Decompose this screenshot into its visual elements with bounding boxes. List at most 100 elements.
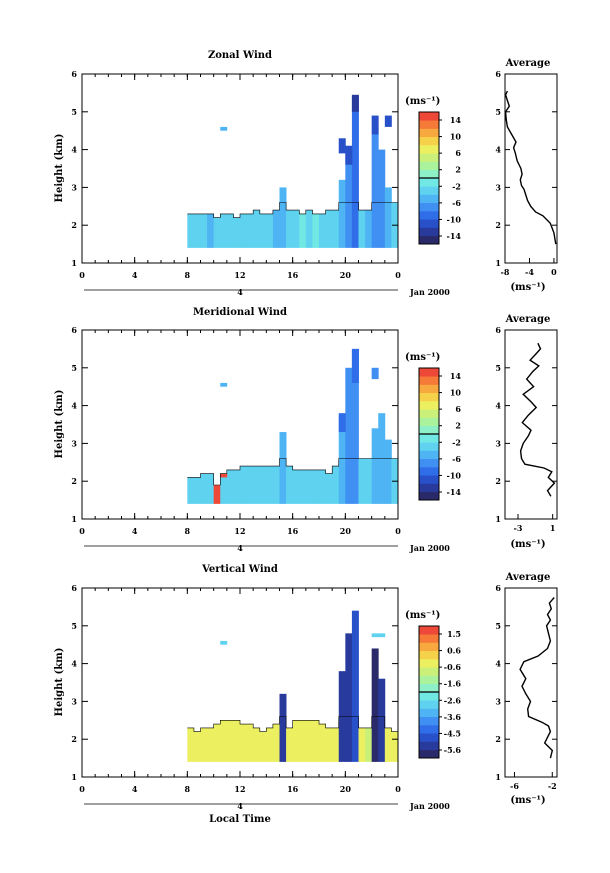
colorbar-swatch xyxy=(419,700,439,709)
y-tick-label: 6 xyxy=(71,583,77,593)
colorbar-swatch xyxy=(419,683,439,693)
heatmap-cell xyxy=(378,678,386,762)
colorbar-swatch xyxy=(419,145,439,154)
heatmap-cell xyxy=(365,727,373,762)
heatmap-cell xyxy=(378,149,386,248)
profile-xlabel: (ms⁻¹) xyxy=(510,282,545,293)
heatmap-cell xyxy=(358,727,366,762)
heatmap-cell xyxy=(338,179,346,248)
heatmap-cell xyxy=(266,466,274,504)
y-tick-label: 4 xyxy=(71,145,77,155)
profile-y-tick-label: 5 xyxy=(495,363,501,373)
date-label: Jan 2000 xyxy=(409,801,450,811)
heatmap-cell xyxy=(187,477,195,504)
colorbar-swatch xyxy=(419,708,439,718)
profile-y-tick-label: 6 xyxy=(495,583,501,593)
heatmap-cell xyxy=(240,466,247,504)
x-tick-label: 4 xyxy=(132,784,138,794)
profile-xlabel: (ms⁻¹) xyxy=(510,539,545,550)
x-tick-label: 20 xyxy=(340,784,352,794)
y-tick-label: 6 xyxy=(71,325,77,335)
heatmap-cell xyxy=(207,727,215,762)
x-tick-label: 16 xyxy=(287,270,299,280)
profile-y-tick-label: 2 xyxy=(495,220,501,230)
colorbar-tick-label: -10 xyxy=(447,470,462,480)
profile-y-tick-label: 1 xyxy=(495,514,501,524)
heatmap-cell xyxy=(259,213,267,248)
colorbar-swatch xyxy=(419,650,439,660)
colorbar-swatch xyxy=(419,136,439,146)
colorbar-swatch xyxy=(419,194,439,204)
colorbar-swatch xyxy=(419,741,439,751)
colorbar-swatch xyxy=(419,733,439,742)
heatmap-cell xyxy=(305,210,313,248)
colorbar-tick-label: 6 xyxy=(455,148,461,158)
contour-line xyxy=(187,202,398,218)
y-tick-label: 1 xyxy=(71,258,77,268)
colorbar-swatch xyxy=(419,642,439,652)
colorbar-swatch xyxy=(419,458,439,468)
colorbar-tick-label: 14 xyxy=(450,371,462,381)
heatmap-cells xyxy=(187,94,399,248)
average-profile: Average (ms⁻¹) 1 2 3 4 5 6 -8 -4 0 xyxy=(495,58,558,293)
colorbar-tick-label: -6 xyxy=(452,454,461,464)
x-tick-label: 12 xyxy=(234,526,245,536)
day-marker: 4 xyxy=(84,801,398,811)
profile-y-tick-label: 3 xyxy=(495,696,501,706)
colorbar-swatch xyxy=(419,716,439,726)
colorbar-swatch xyxy=(419,161,439,171)
y-axis-label: Height (km) xyxy=(54,134,65,203)
y-tick-label: 1 xyxy=(71,514,77,524)
x-tick-label: 0 xyxy=(79,270,85,280)
heatmap-cell xyxy=(220,720,228,762)
panel-meridional-wind: Meridional Wind Height (km) 0 4 8 12 16 20 0 1… xyxy=(54,307,558,553)
heatmap-cell xyxy=(200,473,208,504)
heatmap-cell xyxy=(286,210,294,248)
colorbar-swatch xyxy=(419,749,439,759)
heatmap-cell xyxy=(292,720,300,762)
colorbar-swatch xyxy=(419,392,439,402)
colorbar-unit: (ms⁻¹) xyxy=(405,352,440,363)
heatmap-cell xyxy=(351,610,359,762)
colorbar-swatch xyxy=(419,219,439,228)
heatmap-cell xyxy=(371,648,379,762)
colorbar-swatch xyxy=(419,434,439,443)
heatmap-cell xyxy=(240,213,247,248)
colorbar-tick-label: 14 xyxy=(450,115,462,125)
heatmap-cell xyxy=(371,134,379,248)
heatmap-cell xyxy=(371,633,379,638)
colorbar-swatch xyxy=(419,667,439,676)
y-tick-label: 2 xyxy=(71,734,77,744)
heatmap-cells xyxy=(187,610,399,762)
heatmap-cell xyxy=(338,416,346,504)
colorbar-swatch xyxy=(419,120,439,129)
x-tick-label: 8 xyxy=(185,270,191,280)
y-axis-ticks: 1 2 3 4 5 6 xyxy=(71,325,398,524)
day-marker: 4 xyxy=(84,543,398,553)
x-tick-label: 20 xyxy=(340,270,352,280)
day-marker-label: 4 xyxy=(237,287,243,297)
heatmap-cell xyxy=(226,213,234,248)
colorbar-swatch xyxy=(419,227,439,237)
heatmap-cell xyxy=(325,473,333,504)
profile-y-tick-label: 2 xyxy=(495,734,501,744)
colorbar-tick-label: 1.5 xyxy=(447,629,461,639)
colorbar-tick-label: 0.6 xyxy=(447,646,461,656)
heatmap-cell xyxy=(246,213,254,248)
heatmap-cell xyxy=(299,720,307,762)
colorbar-swatch xyxy=(419,491,439,501)
heatmap-cell xyxy=(384,115,392,127)
heatmap-cell xyxy=(312,469,320,504)
x-tick-label: 8 xyxy=(185,526,191,536)
colorbar-swatch xyxy=(419,169,439,179)
x-axis-label: Local Time xyxy=(209,814,271,825)
heatmap-cell xyxy=(220,473,228,504)
heatmap-cell xyxy=(220,126,228,131)
colorbar-tick-label: -4.5 xyxy=(444,728,461,738)
heatmap-cell xyxy=(253,727,261,762)
profile-xlabel: (ms⁻¹) xyxy=(510,795,545,806)
colorbar-tick-label: 2 xyxy=(455,165,461,175)
colorbar-swatch xyxy=(419,417,439,427)
profile-y-tick-label: 4 xyxy=(495,659,501,669)
heatmap-cell xyxy=(358,458,366,504)
